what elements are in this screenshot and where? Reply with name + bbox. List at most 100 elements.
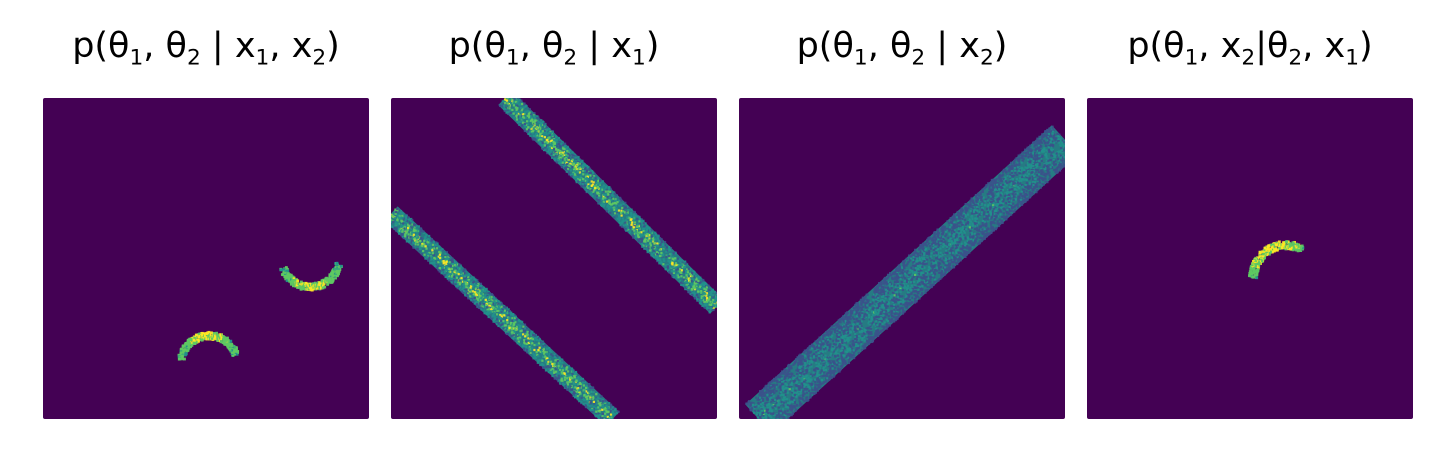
density-cell	[523, 345, 526, 348]
density-cell	[505, 315, 508, 318]
density-cell	[594, 177, 597, 180]
density-cell	[512, 98, 515, 99]
density-cell	[703, 289, 706, 292]
density-cell	[691, 271, 694, 275]
density-cell	[523, 122, 526, 126]
density-cell	[521, 118, 524, 121]
density-cell	[679, 261, 682, 264]
density-cell	[620, 225, 624, 228]
density-cell	[412, 229, 415, 233]
density-cell	[605, 404, 608, 407]
density-cell	[597, 412, 601, 415]
density-cell	[1042, 183, 1046, 186]
density-cell	[515, 118, 519, 121]
density-cell	[909, 276, 912, 280]
density-cell	[575, 169, 578, 172]
density-cell	[886, 304, 889, 308]
density-cell	[644, 222, 647, 225]
density-cell	[646, 233, 650, 236]
density-cell	[412, 243, 416, 247]
density-cell	[601, 400, 605, 403]
density-cell	[796, 404, 799, 407]
density-cell	[550, 139, 554, 142]
density-cell	[463, 271, 466, 274]
density-cell	[605, 210, 609, 213]
density-cell	[797, 393, 800, 396]
density-cell	[429, 258, 433, 261]
density-cell	[513, 316, 517, 320]
density-cell	[590, 404, 593, 407]
density-cell	[611, 411, 614, 414]
density-cell	[450, 277, 453, 280]
density-cell	[814, 358, 817, 361]
density-cell	[430, 261, 434, 265]
density-cell	[553, 355, 556, 359]
density-cell	[692, 290, 696, 293]
density-cell	[656, 255, 659, 258]
density-cell	[440, 257, 443, 260]
density-cell	[571, 157, 575, 160]
density-cell	[554, 370, 558, 373]
density-cell	[571, 163, 574, 166]
density-cell	[592, 407, 596, 410]
density-cell	[954, 251, 957, 254]
density-cell	[523, 330, 527, 333]
density-cell	[523, 103, 526, 106]
density-cell	[570, 367, 574, 370]
density-cell	[489, 307, 492, 311]
density-cell	[583, 178, 586, 181]
density-cell	[997, 194, 1000, 197]
density-cell	[643, 238, 647, 241]
density-cell	[476, 301, 479, 304]
density-cell	[416, 229, 419, 233]
density-cell	[429, 244, 433, 247]
density-cell	[465, 279, 468, 282]
density-cell	[597, 406, 600, 409]
density-cell	[578, 400, 581, 403]
density-cell	[834, 370, 837, 373]
density-cell	[519, 324, 522, 328]
density-cell	[440, 272, 443, 275]
density-cell	[413, 237, 417, 240]
density-cell	[536, 335, 540, 339]
density-cell	[772, 383, 775, 386]
density-cell	[219, 337, 222, 341]
density-cell	[656, 252, 659, 256]
density-cell	[620, 199, 623, 202]
density-cell	[908, 291, 911, 294]
density-cell	[515, 325, 519, 328]
density-cell	[468, 285, 471, 288]
density-cell	[568, 173, 571, 176]
density-cell	[688, 277, 691, 280]
density-cell	[527, 112, 530, 116]
density-cell	[630, 215, 633, 218]
density-cell	[815, 378, 818, 381]
density-cell	[917, 270, 920, 273]
density-cell	[548, 146, 551, 149]
density-cell	[1017, 187, 1021, 190]
density-cell	[710, 292, 713, 295]
density-cell	[584, 187, 587, 190]
density-cell	[603, 198, 606, 201]
density-cell	[548, 138, 551, 141]
density-cell	[890, 304, 893, 308]
density-cell	[952, 242, 956, 245]
density-cell	[691, 283, 694, 286]
density-cell	[491, 299, 494, 302]
density-cell	[330, 271, 333, 275]
density-cell	[671, 263, 674, 266]
density-cell	[837, 345, 841, 348]
density-cell	[590, 184, 593, 187]
density-cell	[455, 265, 458, 268]
density-cell	[563, 157, 566, 160]
density-cell	[685, 262, 688, 265]
density-cell	[445, 266, 449, 269]
density-cell	[651, 240, 654, 243]
density-cell	[593, 402, 596, 405]
density-cell	[318, 287, 322, 291]
density-cell	[603, 414, 606, 417]
density-cell	[918, 261, 921, 264]
density-cell	[218, 333, 222, 337]
density-cell	[551, 145, 554, 148]
density-cell	[525, 331, 528, 334]
